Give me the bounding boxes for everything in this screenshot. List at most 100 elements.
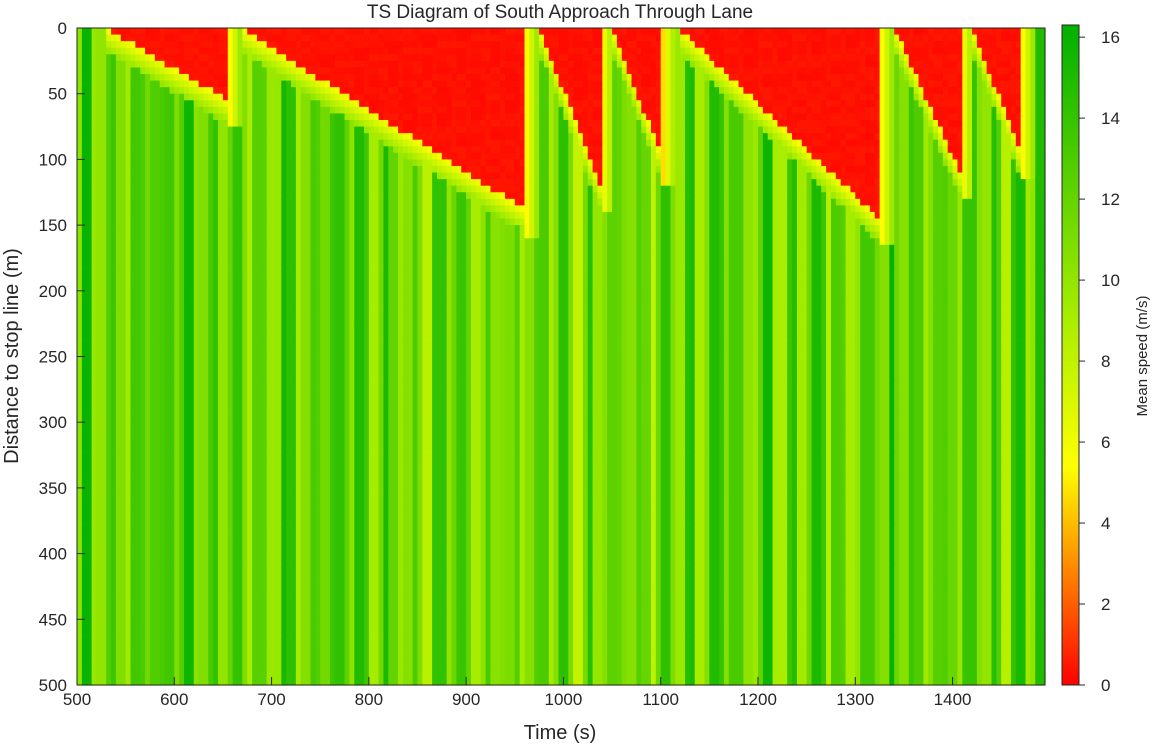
heatmap-cell <box>164 514 171 522</box>
heatmap-cell <box>91 67 98 75</box>
heatmap-cell <box>291 34 297 42</box>
heatmap-cell <box>101 441 107 450</box>
heatmap-cell <box>77 165 83 174</box>
heatmap-cell <box>145 34 151 42</box>
heatmap-cell <box>237 376 243 384</box>
heatmap-cell <box>164 678 171 686</box>
heatmap-cell <box>149 330 156 338</box>
heatmap-cell <box>237 139 243 147</box>
heatmap-cell <box>164 343 171 351</box>
heatmap-cell <box>188 402 195 410</box>
heatmap-cell <box>227 612 234 620</box>
heatmap-cell <box>232 593 239 601</box>
heatmap-cell <box>281 113 287 121</box>
heatmap-cell <box>310 277 316 285</box>
heatmap-cell <box>120 277 127 285</box>
heatmap-cell <box>276 73 282 82</box>
heatmap-cell <box>281 579 287 588</box>
heatmap-cell <box>310 41 316 49</box>
heatmap-cell <box>154 271 161 279</box>
heatmap-cell <box>120 73 127 82</box>
heatmap-cell <box>310 573 316 581</box>
heatmap-cell <box>169 87 175 95</box>
heatmap-cell <box>252 382 258 390</box>
heatmap-cell <box>101 402 107 410</box>
heatmap-cell <box>261 297 268 305</box>
heatmap-cell <box>256 284 263 292</box>
heatmap-cell <box>291 428 297 436</box>
heatmap-cell <box>310 474 316 482</box>
heatmap-cell <box>281 435 287 443</box>
heatmap-cell <box>208 481 214 489</box>
heatmap-cell <box>86 369 93 377</box>
heatmap-cell <box>232 205 239 213</box>
heatmap-cell <box>242 231 248 239</box>
heatmap-cell <box>305 336 312 344</box>
heatmap-cell <box>145 481 151 489</box>
heatmap-cell <box>237 678 243 686</box>
heatmap-cell <box>101 639 107 647</box>
heatmap-cell <box>179 126 185 134</box>
heatmap-cell <box>154 527 161 535</box>
heatmap-cell <box>300 165 307 174</box>
heatmap-cell <box>305 395 312 404</box>
heatmap-cell <box>266 494 273 502</box>
heatmap-cell <box>203 238 209 246</box>
heatmap-cell <box>232 323 239 331</box>
heatmap-cell <box>174 257 180 266</box>
heatmap-cell <box>315 67 321 75</box>
heatmap-cell <box>174 198 180 206</box>
heatmap-cell <box>222 356 229 364</box>
heatmap-cell <box>81 487 88 496</box>
heatmap-cell <box>179 238 185 246</box>
heatmap-cell <box>145 119 151 128</box>
heatmap-cell <box>222 303 229 312</box>
heatmap-cell <box>154 100 161 108</box>
heatmap-cell <box>208 665 214 673</box>
heatmap-cell <box>305 205 312 213</box>
heatmap-cell <box>169 146 175 154</box>
heatmap-cell <box>91 540 98 548</box>
heatmap-cell <box>295 520 302 528</box>
heatmap-cell <box>271 395 278 404</box>
heatmap-cell <box>120 218 127 226</box>
heatmap-cell <box>101 586 107 594</box>
heatmap-cell <box>276 606 282 614</box>
heatmap-cell <box>266 264 273 272</box>
heatmap-cell <box>91 619 98 627</box>
heatmap-cell <box>184 553 190 561</box>
heatmap-cell <box>115 172 122 180</box>
heatmap-cell <box>232 507 239 515</box>
heatmap-cell <box>203 172 209 180</box>
heatmap-cell <box>198 455 205 463</box>
heatmap-cell <box>227 553 234 561</box>
heatmap-cell <box>256 225 263 233</box>
heatmap-cell <box>111 389 117 397</box>
heatmap-cell <box>266 579 273 588</box>
heatmap-cell <box>81 441 88 450</box>
heatmap-cell <box>159 474 166 482</box>
heatmap-cell <box>130 93 136 101</box>
heatmap-cell <box>174 264 180 272</box>
heatmap-cell <box>261 481 268 489</box>
heatmap-cell <box>130 54 136 62</box>
heatmap-cell <box>261 192 268 200</box>
heatmap-cell <box>188 336 195 344</box>
heatmap-cell <box>111 310 117 318</box>
heatmap-cell <box>222 146 229 154</box>
heatmap-cell <box>203 336 209 344</box>
heatmap-cell <box>106 87 112 95</box>
heatmap-cell <box>125 113 132 121</box>
heatmap-cell <box>130 185 136 193</box>
heatmap-cell <box>154 448 161 456</box>
heatmap-cell <box>149 632 156 640</box>
heatmap-cell <box>115 566 122 574</box>
heatmap-cell <box>271 343 278 351</box>
heatmap-cell <box>125 47 132 55</box>
heatmap-cell <box>242 540 248 548</box>
heatmap-cell <box>237 277 243 285</box>
heatmap-cell <box>286 93 292 101</box>
heatmap-cell <box>86 87 93 95</box>
heatmap-cell <box>291 481 297 489</box>
heatmap-cell <box>242 257 248 266</box>
